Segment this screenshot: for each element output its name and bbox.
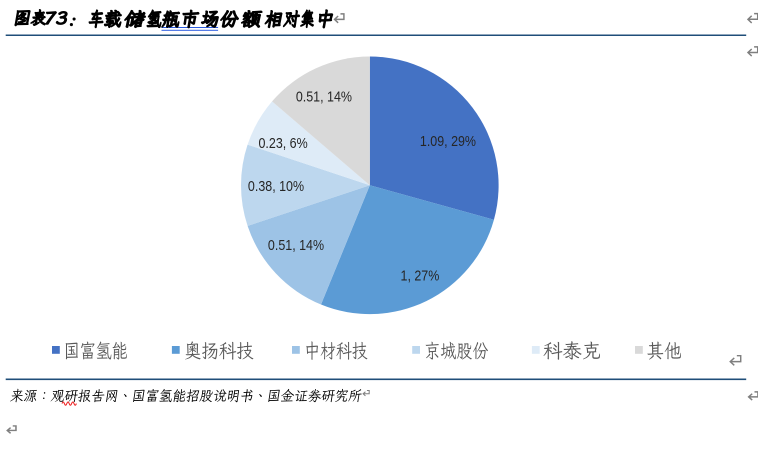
svg-text:1, 27%: 1, 27% [400,268,439,284]
svg-text:0.51, 14%: 0.51, 14% [296,89,352,105]
svg-text:0.51, 14%: 0.51, 14% [268,237,324,253]
svg-text:0.38, 10%: 0.38, 10% [248,178,304,194]
svg-text:1.09, 29%: 1.09, 29% [420,133,476,149]
svg-text:0.23, 6%: 0.23, 6% [258,135,307,151]
